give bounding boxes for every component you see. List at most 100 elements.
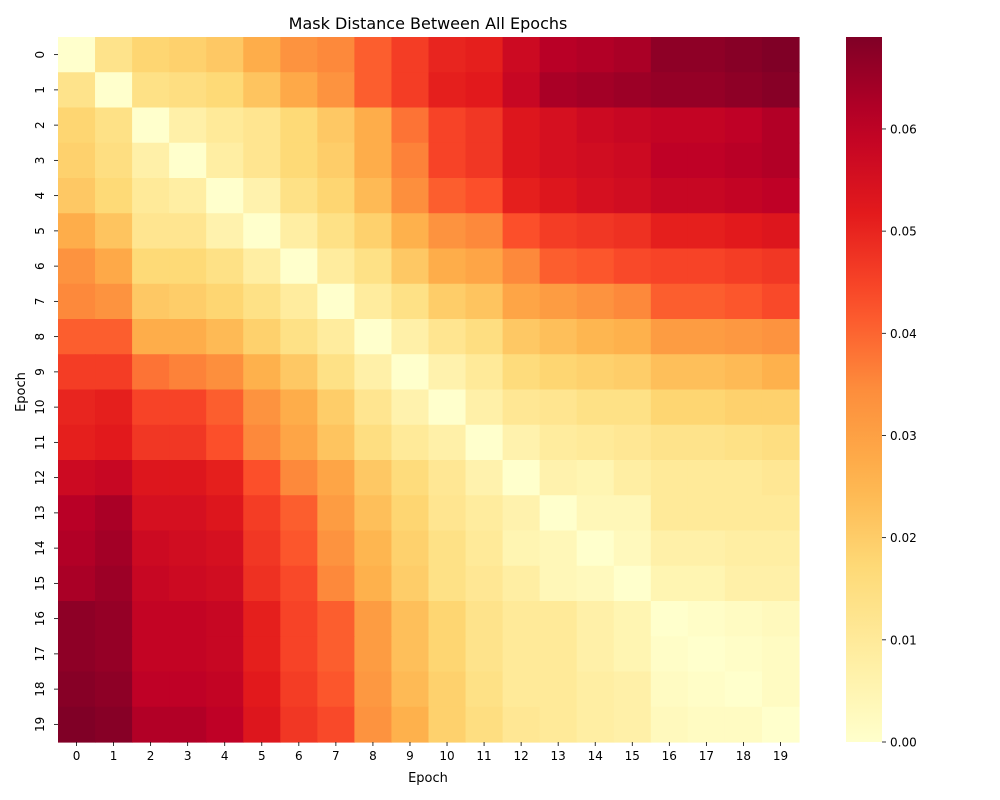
heatmap-cell bbox=[465, 178, 504, 214]
heatmap-cell bbox=[169, 601, 207, 637]
x-tick-label: 2 bbox=[147, 749, 155, 763]
heatmap-cell bbox=[206, 671, 244, 708]
x-tick-label: 4 bbox=[221, 749, 229, 763]
heatmap-cell bbox=[243, 248, 281, 285]
heatmap-cell bbox=[354, 460, 393, 496]
heatmap-cell bbox=[761, 424, 800, 461]
heatmap-cell bbox=[428, 706, 467, 743]
heatmap-cell bbox=[58, 389, 96, 426]
heatmap-cell bbox=[761, 213, 800, 250]
heatmap-cell bbox=[391, 248, 430, 285]
heatmap-cell bbox=[687, 671, 726, 708]
heatmap-cell bbox=[428, 636, 467, 673]
heatmap-cell bbox=[724, 37, 763, 73]
heatmap-cell bbox=[169, 142, 207, 179]
y-tick-label: 8 bbox=[33, 333, 47, 341]
heatmap-cell bbox=[243, 424, 281, 461]
heatmap-cell bbox=[465, 248, 504, 285]
heatmap-cell bbox=[613, 389, 652, 426]
heatmap-cell bbox=[169, 424, 207, 461]
heatmap-cell bbox=[58, 636, 96, 673]
heatmap-cell bbox=[761, 565, 800, 602]
heatmap-cell bbox=[95, 671, 133, 708]
heatmap-cell bbox=[317, 72, 355, 109]
heatmap-cell bbox=[317, 248, 355, 285]
heatmap-cell bbox=[613, 37, 652, 73]
heatmap-cell bbox=[243, 283, 281, 320]
heatmap-cell bbox=[502, 107, 541, 144]
heatmap-cell bbox=[613, 248, 652, 285]
heatmap-cell bbox=[280, 636, 318, 673]
heatmap-cell bbox=[132, 213, 170, 250]
heatmap-cell bbox=[169, 706, 207, 743]
heatmap-cell bbox=[317, 283, 355, 320]
heatmap-cell bbox=[539, 530, 578, 567]
heatmap-cell bbox=[243, 107, 281, 144]
heatmap-cell bbox=[613, 495, 652, 532]
heatmap-cell bbox=[761, 636, 800, 673]
heatmap-cell bbox=[317, 424, 355, 461]
heatmap-cell bbox=[58, 601, 96, 637]
heatmap-cell bbox=[206, 389, 244, 426]
x-axis-label: Epoch bbox=[408, 771, 448, 786]
heatmap-cell bbox=[206, 142, 244, 179]
heatmap-cell bbox=[317, 389, 355, 426]
heatmap-cell bbox=[465, 424, 504, 461]
heatmap-cell bbox=[95, 354, 133, 391]
heatmap-cell bbox=[576, 107, 615, 144]
heatmap-cell bbox=[724, 142, 763, 179]
heatmap-cell bbox=[576, 319, 615, 355]
heatmap-cell bbox=[391, 424, 430, 461]
heatmap-cell bbox=[687, 601, 726, 637]
heatmap-cell bbox=[58, 460, 96, 496]
heatmap-cell bbox=[613, 107, 652, 144]
heatmap-cell bbox=[391, 495, 430, 532]
heatmap-cell bbox=[243, 601, 281, 637]
heatmap-cell bbox=[687, 389, 726, 426]
heatmap-cell bbox=[354, 283, 393, 320]
heatmap-cell bbox=[391, 565, 430, 602]
heatmap-cell bbox=[132, 319, 170, 355]
heatmap-cell bbox=[317, 107, 355, 144]
x-axis-ticks: 0 1 2 3 4 5 6 7 8 9 10 11 12 13 14 15 16 17 18 19 bbox=[73, 742, 788, 763]
heatmap-cell bbox=[724, 460, 763, 496]
heatmap-cell bbox=[613, 601, 652, 637]
heatmap-cell bbox=[650, 601, 689, 637]
heatmap-cell bbox=[428, 283, 467, 320]
heatmap-cell bbox=[724, 389, 763, 426]
heatmap-cell bbox=[761, 37, 800, 73]
heatmap-cell bbox=[354, 424, 393, 461]
heatmap-cell bbox=[280, 460, 318, 496]
heatmap-cell bbox=[465, 107, 504, 144]
heatmap-cell bbox=[465, 706, 504, 743]
heatmap-cell bbox=[502, 495, 541, 532]
heatmap-cell bbox=[280, 495, 318, 532]
heatmap-cell bbox=[576, 424, 615, 461]
heatmap-cell bbox=[280, 283, 318, 320]
heatmap-cell bbox=[169, 636, 207, 673]
heatmap-cell bbox=[761, 283, 800, 320]
heatmap-cell bbox=[650, 72, 689, 109]
heatmap-cell bbox=[354, 178, 393, 214]
heatmap-cell bbox=[465, 354, 504, 391]
heatmap-cell bbox=[724, 636, 763, 673]
heatmap-cell bbox=[132, 636, 170, 673]
heatmap-cell bbox=[650, 354, 689, 391]
heatmap-cell bbox=[428, 248, 467, 285]
heatmap-cell bbox=[391, 107, 430, 144]
heatmap-cell bbox=[132, 142, 170, 179]
heatmap-cell bbox=[465, 283, 504, 320]
heatmap-cell bbox=[613, 565, 652, 602]
heatmap-cell bbox=[391, 142, 430, 179]
heatmap-cell bbox=[539, 601, 578, 637]
y-tick-label: 10 bbox=[33, 399, 47, 414]
heatmap-cell bbox=[169, 37, 207, 73]
heatmap-cell bbox=[206, 178, 244, 214]
heatmap-cell bbox=[58, 72, 96, 109]
heatmap-cell bbox=[95, 319, 133, 355]
heatmap-cell bbox=[502, 601, 541, 637]
colorbar-tick-label: 0.03 bbox=[890, 429, 917, 443]
heatmap-cell bbox=[169, 495, 207, 532]
heatmap-cell bbox=[465, 37, 504, 73]
